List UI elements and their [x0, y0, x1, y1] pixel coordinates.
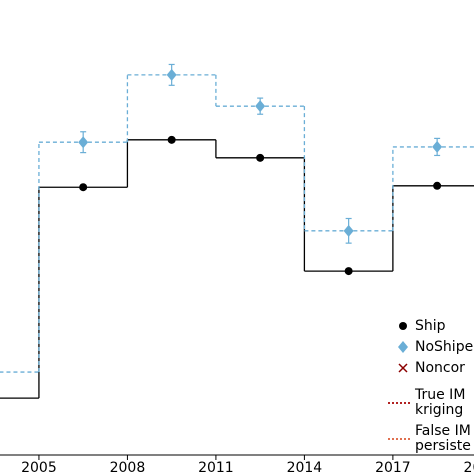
point: [433, 181, 442, 190]
x-tick-label: 2017: [375, 460, 411, 474]
legend-label: NoShipe: [415, 339, 473, 355]
legend-label: kriging: [415, 402, 463, 418]
legend-label: Ship: [415, 318, 446, 334]
legend-marker: [398, 341, 408, 353]
point: [166, 68, 177, 81]
legend-label: Noncor: [415, 360, 465, 376]
legend-label: False IM: [415, 423, 471, 439]
x-tick-label: 2020: [464, 460, 474, 474]
point: [79, 183, 88, 192]
point: [255, 100, 266, 113]
x-tick-label: 2011: [198, 460, 234, 474]
point: [256, 153, 265, 162]
legend-marker: [398, 363, 408, 373]
point: [343, 224, 354, 237]
point: [78, 136, 89, 149]
x-tick-label: 2014: [287, 460, 323, 474]
legend-marker: [399, 322, 407, 330]
x-tick-label: 2005: [21, 460, 57, 474]
point: [344, 267, 353, 276]
legend-label: persiste: [415, 438, 471, 454]
x-tick-label: 2008: [110, 460, 146, 474]
legend-label: True IM: [414, 387, 465, 403]
point: [432, 140, 443, 153]
point: [167, 135, 176, 144]
